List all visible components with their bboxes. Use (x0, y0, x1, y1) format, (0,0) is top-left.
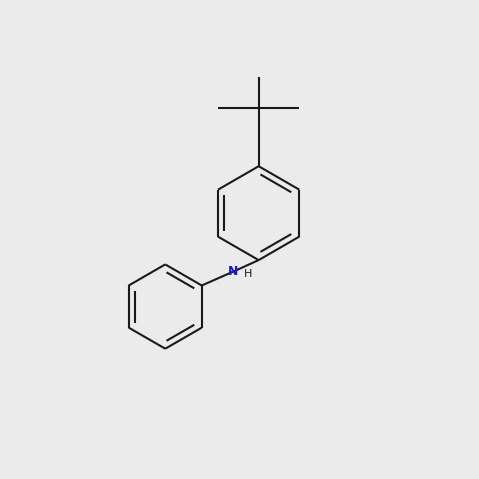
Text: H: H (244, 270, 252, 279)
Text: N: N (228, 265, 239, 278)
